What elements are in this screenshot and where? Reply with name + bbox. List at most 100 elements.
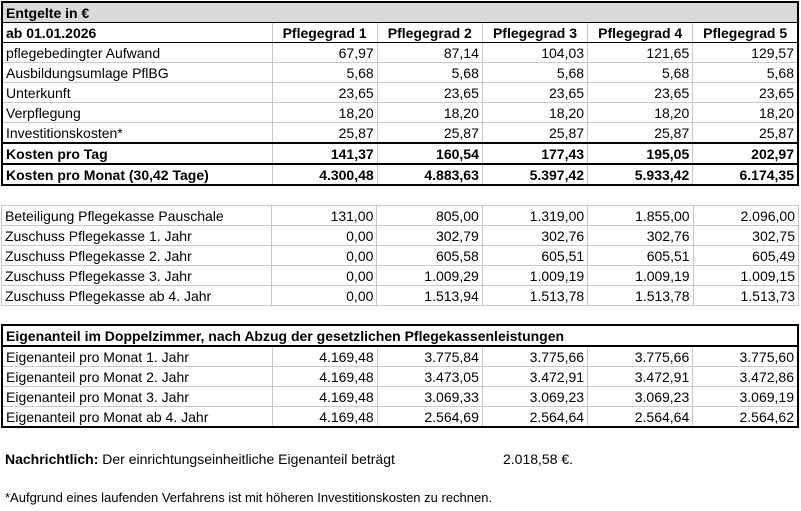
cost-row: Unterkunft 23,65 23,65 23,65 23,65 23,65: [1, 82, 799, 103]
cell-value: 18,20: [692, 102, 799, 123]
insurance-table: Beteiligung Pflegekasse Pauschale 131,00 8…: [1, 205, 800, 306]
cost-row: Ausbildungsumlage PflBG 5,68 5,68 5,68 5,68 5…: [1, 62, 799, 83]
cell-value: 25,87: [481, 122, 589, 144]
cell-value: 23,65: [376, 82, 483, 103]
insurance-row: Beteiligung Pflegekasse Pauschale 131,00 8…: [1, 205, 800, 226]
cell-value: 104,03: [481, 42, 589, 63]
row-label: Zuschuss Pflegekasse ab 4. Jahr: [1, 285, 272, 306]
cell-value: 0,00: [270, 245, 378, 266]
cell-value: 195,05: [587, 142, 694, 165]
row-label: Beteiligung Pflegekasse Pauschale: [1, 205, 272, 226]
cell-value: 0,00: [270, 265, 378, 286]
cell-value: 4.169,48: [271, 345, 378, 367]
cell-value: 0,00: [270, 285, 378, 306]
note-line: Nachrichtlich: Der einrichtungseinheitli…: [5, 451, 573, 467]
cell-value: 805,00: [376, 205, 483, 226]
cell-value: 2.564,62: [692, 406, 799, 428]
cell-value: 4.169,48: [271, 366, 378, 387]
row-label: Eigenanteil pro Monat 3. Jahr: [1, 386, 273, 407]
row-label: Zuschuss Pflegekasse 1. Jahr: [1, 225, 272, 246]
insurance-row: Zuschuss Pflegekasse ab 4. Jahr 0,00 1.513…: [1, 285, 800, 306]
cell-value: 1.513,73: [692, 285, 800, 306]
cell-value: 131,00: [270, 205, 378, 226]
row-label: pflegebedingter Aufwand: [1, 42, 273, 63]
cell-value: 605,51: [481, 245, 589, 266]
cell-value: 5,68: [481, 62, 589, 83]
row-label: Ausbildungsumlage PflBG: [1, 62, 273, 83]
cell-value: 605,58: [376, 245, 483, 266]
cost-row: pflegebedingter Aufwand 67,97 87,14 104,03 1…: [1, 42, 799, 63]
cost-per-day-row: Kosten pro Tag 141,37 160,54 177,43 195,…: [1, 142, 799, 165]
cell-value: 4.169,48: [271, 386, 378, 407]
cost-row: Investitionskosten* 25,87 25,87 25,87 25,87 2…: [1, 122, 799, 144]
insurance-row: Zuschuss Pflegekasse 3. Jahr 0,00 1.009,29…: [1, 265, 800, 286]
cell-value: 3.775,84: [376, 345, 483, 367]
cell-value: 1.009,19: [587, 265, 694, 286]
cell-value: 160,54: [376, 142, 483, 165]
note-text: Der einrichtungseinheitliche Eigenanteil…: [102, 451, 395, 467]
insurance-row: Zuschuss Pflegekasse 2. Jahr 0,00 605,58 60…: [1, 245, 800, 266]
footnote: *Aufgrund eines laufenden Verfahrens ist…: [5, 490, 493, 505]
cell-value: 1.009,29: [376, 265, 483, 286]
cell-value: 3.472,86: [692, 366, 799, 387]
cell-value: 25,87: [587, 122, 694, 144]
own-share-table: Eigenanteil im Doppelzimmer, nach Abzug …: [1, 324, 799, 428]
row-label: Investitionskosten*: [1, 122, 273, 144]
cell-value: 202,97: [692, 142, 799, 165]
own-share-title: Eigenanteil im Doppelzimmer, nach Abzug …: [1, 324, 799, 347]
cell-value: 302,76: [587, 225, 694, 246]
row-label: Eigenanteil pro Monat 1. Jahr: [1, 345, 273, 367]
cell-value: 5.397,42: [481, 163, 589, 186]
cell-value: 302,75: [692, 225, 800, 246]
row-label: Zuschuss Pflegekasse 2. Jahr: [1, 245, 272, 266]
cell-value: 23,65: [587, 82, 694, 103]
note-value: 2.018,58 €.: [503, 451, 574, 467]
cell-value: 3.069,23: [587, 386, 694, 407]
row-label: Eigenanteil pro Monat 2. Jahr: [1, 366, 273, 387]
grade-header: Pflegegrad 4: [587, 22, 694, 43]
cell-value: 1.009,19: [481, 265, 589, 286]
cell-value: 4.883,63: [376, 163, 483, 186]
insurance-row: Zuschuss Pflegekasse 1. Jahr 0,00 302,79 30…: [1, 225, 800, 246]
cell-value: 2.564,64: [587, 406, 694, 428]
cell-value: 3.775,66: [587, 345, 694, 367]
cell-value: 6.174,35: [692, 163, 799, 186]
cell-value: 18,20: [376, 102, 483, 123]
cell-value: 18,20: [481, 102, 589, 123]
cell-value: 3.775,66: [481, 345, 589, 367]
cell-value: 4.300,48: [271, 163, 378, 186]
cell-value: 3.775,60: [692, 345, 799, 367]
costs-header-row: ab 01.01.2026 Pflegegrad 1 Pflegegrad 2 …: [1, 22, 799, 43]
cost-per-month-row: Kosten pro Monat (30,42 Tage) 4.300,48 4…: [1, 163, 799, 186]
cell-value: 67,97: [271, 42, 378, 63]
cell-value: 3.473,05: [376, 366, 483, 387]
cell-value: 1.513,94: [376, 285, 483, 306]
cost-row: Verpflegung 18,20 18,20 18,20 18,20 18,20: [1, 102, 799, 123]
costs-table: Entgelte in € ab 01.01.2026 Pflegegrad 1…: [1, 1, 799, 186]
row-label: Kosten pro Monat (30,42 Tage): [1, 163, 273, 186]
row-label: Unterkunft: [1, 82, 273, 103]
cell-value: 2.564,69: [376, 406, 483, 428]
cell-value: 129,57: [692, 42, 799, 63]
cell-value: 177,43: [481, 142, 589, 165]
cell-value: 302,76: [481, 225, 589, 246]
cell-value: 2.096,00: [692, 205, 800, 226]
cell-value: 605,51: [587, 245, 694, 266]
cell-value: 3.069,19: [692, 386, 799, 407]
grade-header: Pflegegrad 2: [376, 22, 483, 43]
cell-value: 3.472,91: [587, 366, 694, 387]
row-label: Zuschuss Pflegekasse 3. Jahr: [1, 265, 272, 286]
cell-value: 121,65: [587, 42, 694, 63]
note-label: Nachrichtlich:: [5, 451, 99, 467]
own-share-row: Eigenanteil pro Monat 3. Jahr 4.169,48 3.0…: [1, 386, 799, 407]
cell-value: 5,68: [587, 62, 694, 83]
cell-value: 5,68: [271, 62, 378, 83]
row-label: Verpflegung: [1, 102, 273, 123]
cell-value: 5,68: [692, 62, 799, 83]
own-share-row: Eigenanteil pro Monat 2. Jahr 4.169,48 3.4…: [1, 366, 799, 387]
cell-value: 23,65: [271, 82, 378, 103]
own-share-row: Eigenanteil pro Monat ab 4. Jahr 4.169,48…: [1, 406, 799, 428]
cell-value: 1.319,00: [481, 205, 589, 226]
date-label: ab 01.01.2026: [1, 22, 273, 43]
cell-value: 5,68: [376, 62, 483, 83]
